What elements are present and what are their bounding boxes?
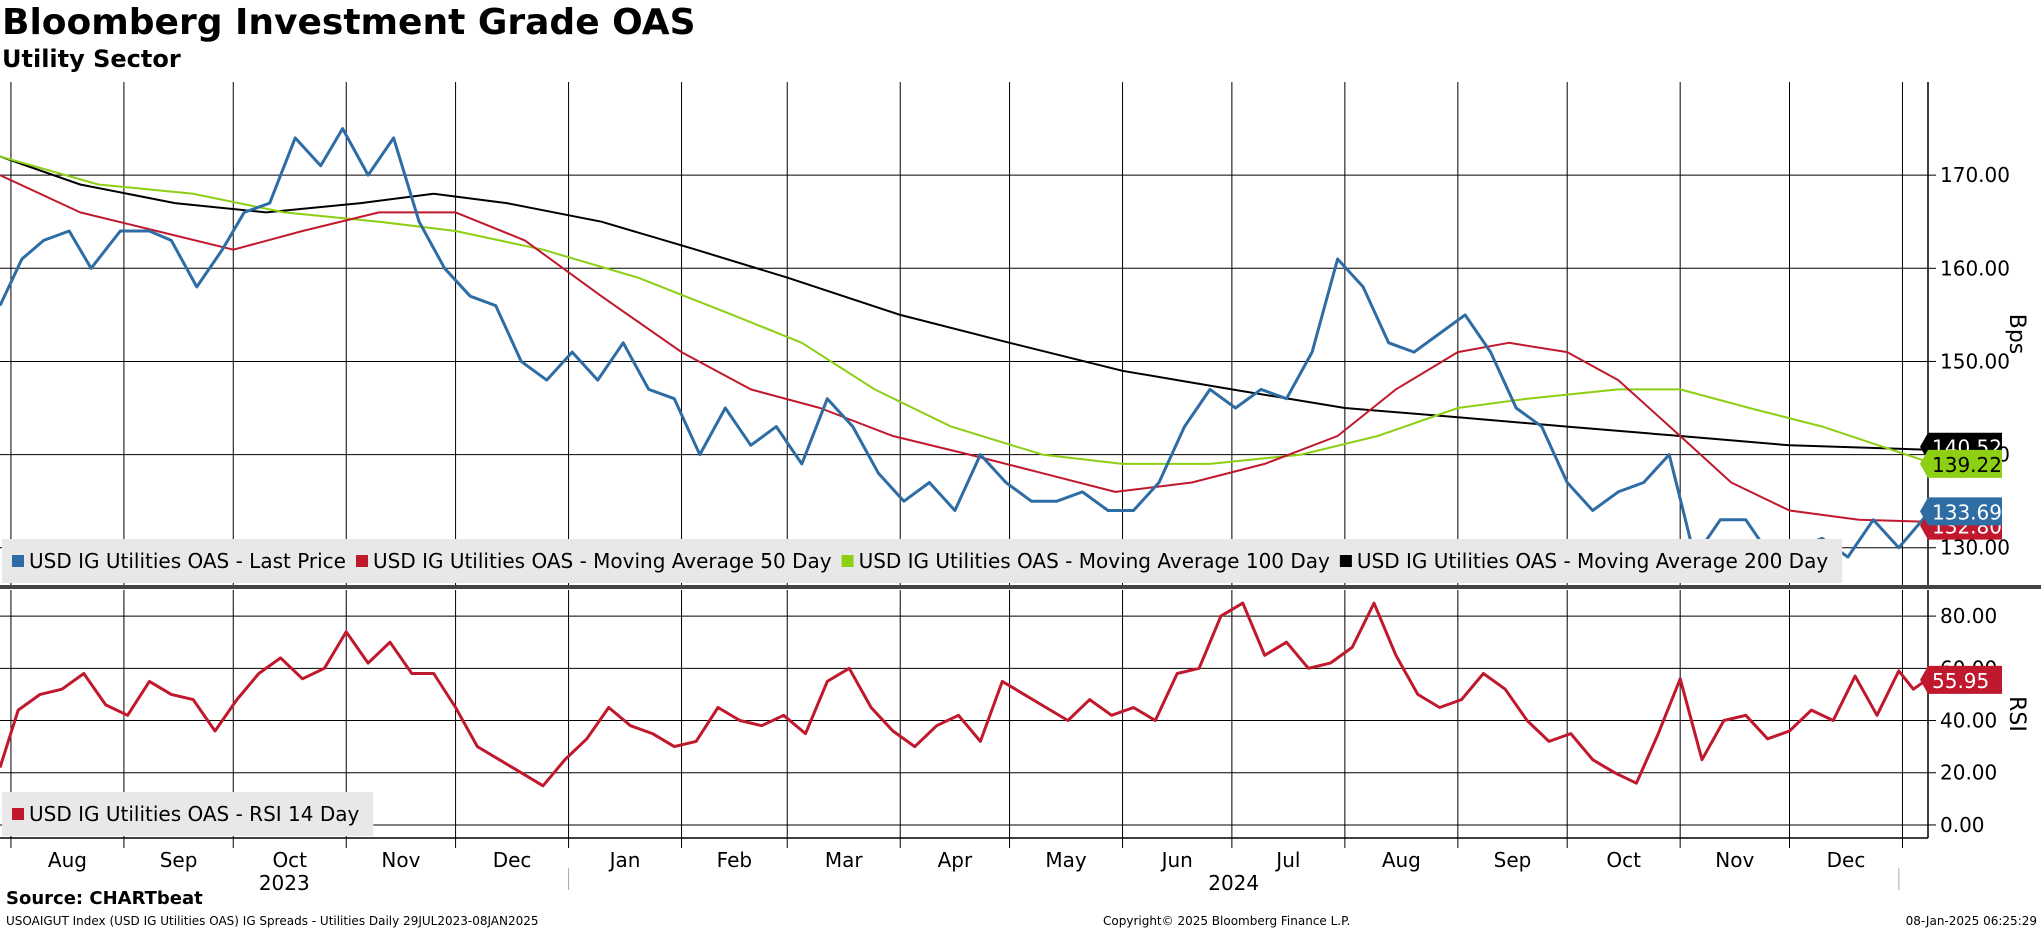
- y-axis-title-upper: Bps: [2004, 314, 2029, 355]
- chart-subtitle: Utility Sector: [2, 45, 181, 73]
- x-tick-label: Aug: [1382, 848, 1421, 872]
- legend-upper: USD IG Utilities OAS - Last Price USD IG …: [2, 539, 1843, 583]
- series-ma50: [0, 174, 1929, 523]
- series-ma200: [0, 155, 1929, 451]
- legend-label: USD IG Utilities OAS - Last Price: [29, 549, 346, 573]
- footer-timestamp: 08-Jan-2025 06:25:29: [1905, 914, 2037, 928]
- x-tick-label: Dec: [493, 848, 532, 872]
- x-tick-label: May: [1045, 848, 1087, 872]
- x-tick-label: Apr: [938, 848, 973, 872]
- legend-lower: USD IG Utilities OAS - RSI 14 Day: [2, 792, 374, 836]
- value-tag-text: 55.95: [1932, 669, 1989, 693]
- x-tick-label: Jun: [1160, 848, 1193, 872]
- x-tick-label: Nov: [1715, 848, 1754, 872]
- y-tick-label-lower: 0.00: [1940, 813, 1985, 837]
- x-year-label: 2024: [1208, 871, 1259, 895]
- x-tick-label: Feb: [717, 848, 752, 872]
- value-tag-bg: [1920, 665, 2002, 694]
- y-tick-label-upper: 170.00: [1940, 163, 2010, 187]
- x-tick-label: Sep: [160, 848, 198, 872]
- value-tag-bg: [1920, 497, 2002, 526]
- x-tick-label: Nov: [381, 848, 420, 872]
- x-tick-label: Aug: [48, 848, 87, 872]
- legend-swatch: [1339, 555, 1352, 567]
- footer-ticker-info: USOAIGUT Index (USD IG Utilities OAS) IG…: [6, 914, 539, 928]
- series-rsi: [0, 601, 1929, 788]
- legend-bg: [2, 539, 1843, 583]
- y-tick-label-upper: 160.00: [1940, 256, 2010, 280]
- x-tick-label: Mar: [825, 848, 864, 872]
- legend-bg: [2, 792, 374, 836]
- y-axis-title-lower: RSI: [2004, 696, 2029, 732]
- legend-label: USD IG Utilities OAS - Moving Average 20…: [1357, 549, 1828, 573]
- x-year-label: 2023: [259, 871, 310, 895]
- tag-rsi: 55.95: [1920, 665, 2002, 694]
- y-tick-label-lower: 40.00: [1940, 709, 1997, 733]
- series-ma100: [0, 155, 1929, 465]
- legend-swatch: [355, 555, 368, 567]
- legend-swatch: [12, 555, 24, 567]
- value-tag-text: 139.22: [1932, 453, 2002, 477]
- x-tick-label: Jan: [608, 848, 641, 872]
- tag-ma100: 139.22: [1920, 449, 2002, 478]
- y-tick-label-lower: 20.00: [1940, 761, 1997, 785]
- legend-label: USD IG Utilities OAS - RSI 14 Day: [29, 802, 359, 826]
- x-axis: Aug Sep Oct Nov Dec Jan Feb Mar Apr May Jun Jul Aug S…: [10, 838, 1903, 895]
- legend-label: USD IG Utilities OAS - Moving Average 10…: [859, 549, 1330, 573]
- x-tick-label: Dec: [1827, 848, 1866, 872]
- gridlines: [10, 82, 1903, 838]
- source-note: Source: CHARTbeat: [6, 888, 203, 909]
- value-tag-bg: [1920, 449, 2002, 478]
- y-tick-label-lower: 80.00: [1940, 604, 1997, 628]
- footer-copyright: Copyright© 2025 Bloomberg Finance L.P.: [1103, 914, 1351, 928]
- x-tick-label: Sep: [1494, 848, 1532, 872]
- value-tag-text: 133.69: [1932, 500, 2002, 524]
- y-tick-label-upper: 130.00: [1940, 536, 2010, 560]
- legend-label: USD IG Utilities OAS - Moving Average 50…: [373, 549, 832, 573]
- legend-swatch: [841, 555, 854, 567]
- tag-last-price: 133.69: [1920, 497, 2002, 526]
- x-tick-label: Jul: [1274, 848, 1300, 872]
- x-tick-label: Oct: [272, 848, 307, 872]
- chart-title: Bloomberg Investment Grade OAS: [2, 2, 696, 43]
- y-tick-label-upper: 150.00: [1940, 349, 2010, 373]
- x-tick-label: Oct: [1606, 848, 1641, 872]
- series-last-price: [0, 127, 1930, 559]
- legend-swatch: [12, 808, 24, 820]
